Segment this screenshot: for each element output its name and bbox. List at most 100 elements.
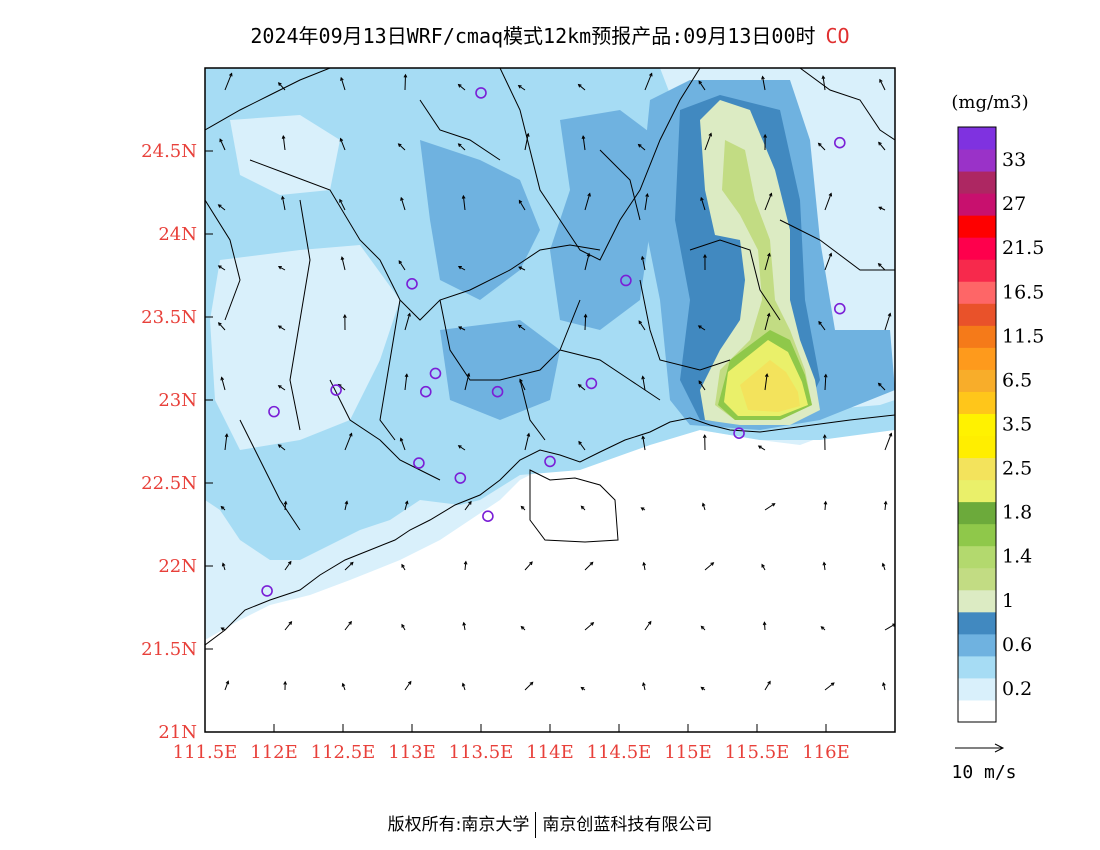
- wind-arrowhead: [224, 433, 229, 438]
- wind-arrow: [700, 197, 706, 211]
- wind-arrowhead: [398, 260, 403, 265]
- wind-arrowhead: [217, 265, 222, 269]
- chart-title: 2024年09月13日WRF/cmaq模式12km预报产品:09月13日00时 C…: [0, 20, 1100, 49]
- wind-arrow: [518, 85, 526, 91]
- wind-arrow: [284, 621, 292, 631]
- wind-arrow: [404, 681, 412, 691]
- wind-arrow: [344, 621, 352, 631]
- colorbar-bin: [958, 501, 996, 525]
- wind-arrow: [884, 501, 887, 511]
- monitoring-stations: [261, 87, 846, 597]
- wind-arrow: [764, 253, 771, 271]
- wind-arrowhead: [580, 686, 585, 691]
- wind-arrowhead: [879, 78, 883, 83]
- wind-arrow: [400, 438, 406, 451]
- wind-arrowhead: [830, 682, 835, 686]
- wind-arrowhead: [458, 326, 462, 330]
- wind-arrowhead: [404, 500, 409, 505]
- wind-arrowhead: [344, 500, 349, 505]
- wind-arrowhead: [529, 681, 534, 686]
- colorbar-bin: [958, 655, 996, 679]
- wind-arrow: [698, 380, 706, 391]
- wind-arrowhead: [883, 500, 888, 505]
- colorbar-label: 16.5: [1002, 281, 1044, 303]
- wind-arrow: [879, 79, 886, 91]
- wind-arrow: [884, 623, 895, 631]
- wind-arrow: [584, 193, 591, 211]
- wind-arrow: [463, 622, 466, 631]
- colorbar-bin: [958, 545, 996, 569]
- colorbar-label: 11.5: [1002, 325, 1044, 347]
- wind-arrowhead: [283, 500, 288, 505]
- x-tick-label: 112.5E: [311, 742, 376, 763]
- wind-arrow: [219, 139, 226, 151]
- wind-arrow: [524, 433, 530, 451]
- wind-arrowhead: [700, 196, 704, 201]
- wind-arrow: [762, 76, 766, 91]
- wind-arrowhead: [520, 625, 525, 630]
- wind-arrowhead: [462, 621, 466, 626]
- wind-arrowhead: [348, 620, 352, 625]
- wind-arrowhead: [457, 83, 462, 88]
- wind-arrowhead: [589, 561, 594, 566]
- wind-arrowhead: [517, 85, 522, 89]
- colorbar-bin: [958, 567, 996, 591]
- wind-arrowhead: [468, 500, 472, 505]
- wind-arrow: [524, 561, 533, 571]
- wind-arrow: [458, 143, 466, 151]
- wind-arrow: [584, 253, 590, 271]
- station-marker: [406, 277, 418, 290]
- colorbar-bin: [958, 611, 996, 635]
- wind-arrow: [404, 501, 408, 511]
- wind-arrowhead: [640, 507, 645, 511]
- wind-arrowhead: [823, 500, 828, 505]
- colorbar-label: 1: [1002, 590, 1014, 612]
- wind-arrowhead: [466, 372, 471, 377]
- wind-arrow: [400, 197, 406, 211]
- y-tick-label: 21.5N: [141, 639, 197, 660]
- wind-arrowhead: [649, 72, 653, 77]
- wind-arrow: [698, 325, 706, 331]
- wind-arrow: [878, 206, 886, 211]
- wind-arrowhead: [277, 325, 282, 329]
- colorbar-bin: [958, 677, 996, 701]
- wind-arrow: [218, 322, 226, 331]
- wind-arrowhead: [641, 375, 645, 380]
- wind-arrow: [278, 325, 286, 331]
- concentration-field: [205, 68, 895, 732]
- colorbar-bin: [958, 237, 996, 260]
- wind-arrowhead: [638, 320, 643, 325]
- wind-arrowhead: [818, 320, 822, 325]
- wind-arrow: [824, 253, 832, 271]
- wind-arrow: [878, 142, 886, 151]
- wind-arrow: [398, 260, 406, 271]
- wind-arrowhead: [407, 312, 411, 317]
- wind-arrowhead: [220, 627, 225, 631]
- colorbar-bin: [958, 259, 996, 282]
- colorbar-label: 3.5: [1002, 414, 1032, 436]
- footer-left: 版权所有:南京大学: [387, 815, 530, 835]
- wind-arrow: [224, 434, 228, 451]
- colorbar-label: 33: [1002, 149, 1026, 171]
- wind-arrowhead: [645, 193, 649, 198]
- wind-arrow: [339, 199, 346, 211]
- wind-arrowhead: [701, 502, 706, 507]
- wind-arrowhead: [710, 562, 715, 566]
- station-marker: [429, 367, 442, 380]
- wind-arrowhead: [277, 444, 282, 448]
- wind-arrowhead: [457, 445, 462, 449]
- wind-arrow: [458, 84, 466, 91]
- wind-arrowhead: [647, 620, 652, 625]
- wind-arrowhead: [642, 682, 646, 687]
- x-tick-label: 111.5E: [173, 742, 238, 763]
- colorbar-label: 2.5: [1002, 458, 1032, 480]
- wind-arrowhead: [281, 195, 285, 200]
- wind-arrowhead: [878, 141, 882, 146]
- wind-arrowhead: [888, 432, 893, 437]
- wind-arrowhead: [529, 561, 533, 566]
- wind-arrowhead: [892, 623, 895, 627]
- wind-arrowhead: [340, 76, 344, 81]
- station-marker: [419, 385, 432, 398]
- wind-arrow: [763, 622, 766, 631]
- wind-arrow: [638, 320, 646, 331]
